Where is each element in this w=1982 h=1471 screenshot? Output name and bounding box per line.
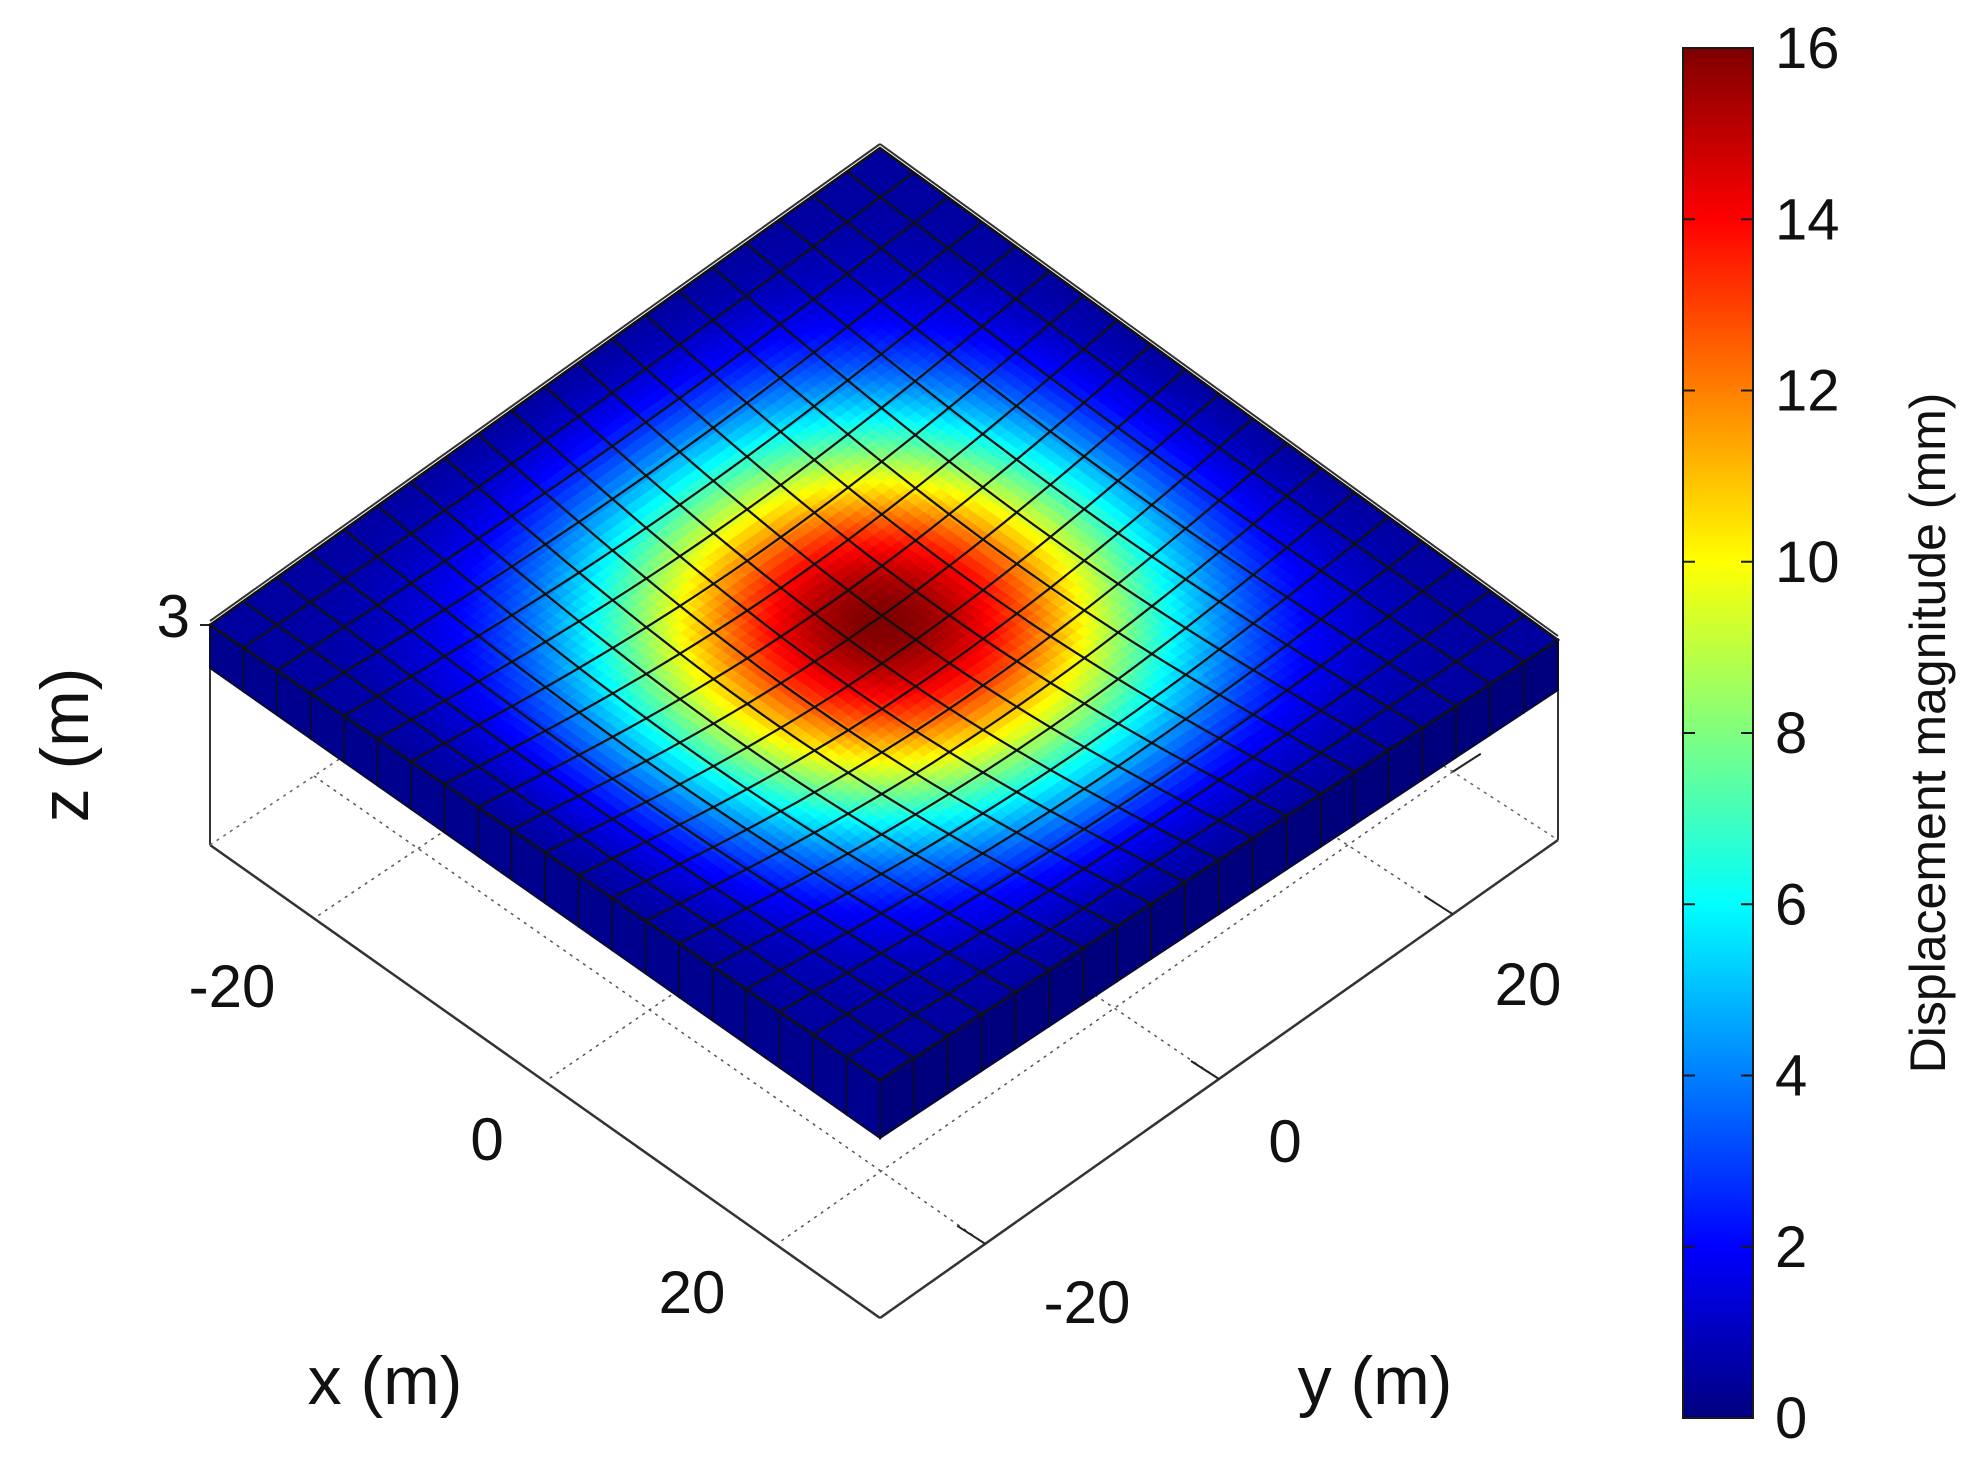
axis-box-edge [879, 399, 1559, 841]
x-tick-mark [1190, 1060, 1220, 1080]
slab-side-faces [209, 623, 1559, 1140]
axis-box-edge [209, 143, 881, 622]
axis-box-edge [879, 143, 1559, 637]
y-grid-line [775, 771, 1454, 1246]
y-tick-mark [1452, 752, 1482, 773]
x-tick-mark [956, 1224, 986, 1245]
displacement-surface [207, 146, 1561, 1082]
x-tick-mark [1424, 895, 1454, 916]
y-grid-line [313, 467, 986, 920]
